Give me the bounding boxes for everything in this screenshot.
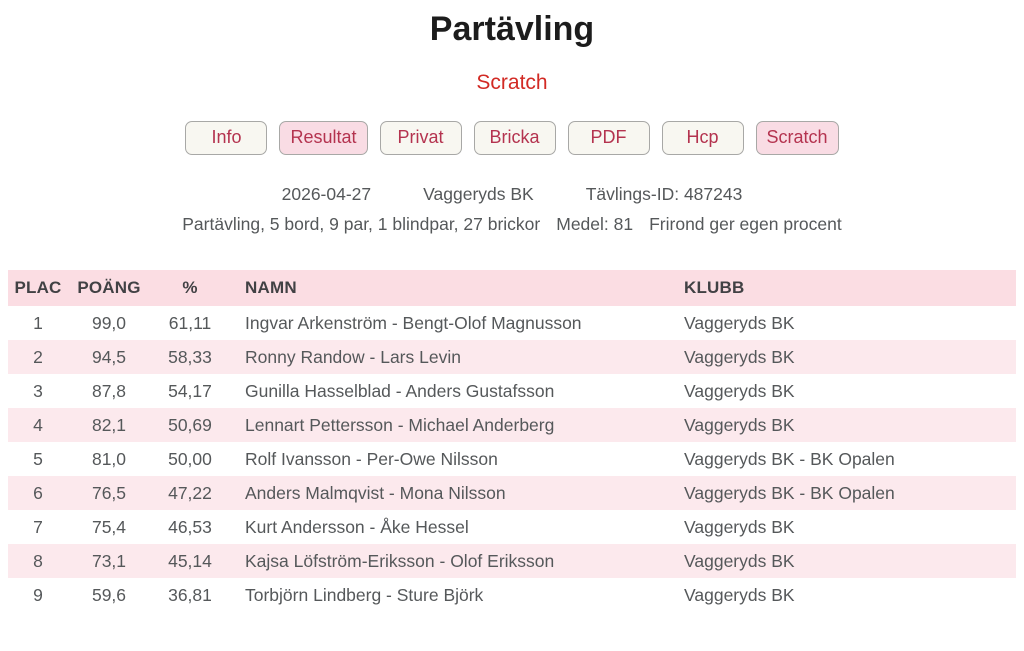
- cell-percent: 58,33: [168, 346, 212, 367]
- page-subtitle: Scratch: [476, 71, 548, 95]
- cell-names: Lennart Pettersson - Michael Anderberg: [245, 414, 555, 435]
- cell-club: Vaggeryds BK: [684, 380, 795, 401]
- cell-score: 99,0: [91, 312, 127, 333]
- cell-percent: 50,69: [168, 414, 212, 435]
- table-row: 8 73,1 45,14 Kajsa Löfström-Eriksson - O…: [8, 544, 1016, 579]
- cell-percent: 54,17: [168, 380, 212, 401]
- cell-score: 82,1: [91, 414, 127, 435]
- event-average: Medel: 81: [556, 214, 634, 235]
- col-header-club: KLUBB: [684, 270, 1016, 307]
- table-row: 2 94,5 58,33 Ronny Randow - Lars Levin V…: [8, 340, 1016, 375]
- table-row: 1 99,0 61,11 Ingvar Arkenström - Bengt-O…: [8, 306, 1016, 340]
- cell-names: Gunilla Hasselblad - Anders Gustafsson: [245, 380, 555, 401]
- cell-percent: 47,22: [168, 482, 212, 503]
- nav-button[interactable]: Scratch: [755, 121, 839, 156]
- cell-place: 5: [33, 448, 43, 469]
- table-row: 5 81,0 50,00 Rolf Ivansson - Per-Owe Nil…: [8, 442, 1016, 476]
- col-header-percent: %: [150, 270, 230, 307]
- cell-place: 6: [33, 482, 43, 503]
- cell-score: 75,4: [91, 516, 127, 537]
- cell-club: Vaggeryds BK: [684, 346, 795, 367]
- cell-club: Vaggeryds BK: [684, 312, 795, 333]
- col-header-place: PLAC: [8, 270, 68, 307]
- cell-place: 1: [33, 312, 43, 333]
- cell-names: Ingvar Arkenström - Bengt-Olof Magnusson: [245, 312, 582, 333]
- event-format: Partävling, 5 bord, 9 par, 1 blindpar, 2…: [182, 214, 541, 235]
- cell-score: 76,5: [91, 482, 127, 503]
- cell-score: 81,0: [91, 448, 127, 469]
- page-title: Partävling: [429, 10, 595, 48]
- cell-percent: 61,11: [168, 312, 212, 333]
- cell-names: Kajsa Löfström-Eriksson - Olof Eriksson: [245, 550, 555, 571]
- cell-club: Vaggeryds BK - BK Opalen: [684, 448, 895, 469]
- cell-names: Rolf Ivansson - Per-Owe Nilsson: [245, 448, 498, 469]
- table-row: 9 59,6 36,81 Torbjörn Lindberg - Sture B…: [8, 578, 1016, 612]
- nav-button[interactable]: Privat: [379, 121, 462, 156]
- cell-place: 2: [33, 346, 43, 367]
- table-row: 7 75,4 46,53 Kurt Andersson - Åke Hessel…: [8, 510, 1016, 544]
- cell-score: 94,5: [91, 346, 127, 367]
- nav-button[interactable]: Info: [185, 121, 268, 156]
- event-date: 2026-04-27: [281, 184, 372, 205]
- cell-names: Anders Malmqvist - Mona Nilsson: [245, 482, 506, 503]
- table-row: 3 87,8 54,17 Gunilla Hasselblad - Anders…: [8, 374, 1016, 408]
- cell-names: Ronny Randow - Lars Levin: [245, 346, 461, 367]
- cell-place: 3: [33, 380, 43, 401]
- nav-button-row: Info Resultat Privat Bricka PDF Hcp Scratch: [8, 121, 1016, 156]
- cell-club: Vaggeryds BK: [684, 584, 795, 605]
- cell-place: 4: [33, 414, 43, 435]
- results-table: PLAC POÄNG % NAMN KLUBB 1 99,0 61,11 Ing…: [8, 270, 1016, 612]
- event-club: Vaggeryds BK: [423, 184, 534, 205]
- nav-button[interactable]: Bricka: [473, 121, 556, 156]
- nav-button[interactable]: Hcp: [661, 121, 744, 156]
- cell-club: Vaggeryds BK: [684, 516, 795, 537]
- event-details-line: Partävling, 5 bord, 9 par, 1 blindpar, 2…: [8, 214, 1016, 235]
- table-header-row: PLAC POÄNG % NAMN KLUBB: [8, 270, 1016, 307]
- cell-percent: 46,53: [168, 516, 212, 537]
- cell-score: 73,1: [91, 550, 127, 571]
- nav-button[interactable]: Resultat: [279, 121, 368, 156]
- cell-percent: 36,81: [168, 584, 212, 605]
- cell-club: Vaggeryds BK: [684, 414, 795, 435]
- event-meta-line: 2026-04-27 Vaggeryds BK Tävlings-ID: 487…: [8, 184, 1016, 205]
- cell-names: Kurt Andersson - Åke Hessel: [245, 516, 469, 537]
- cell-names: Torbjörn Lindberg - Sture Björk: [245, 584, 484, 605]
- table-row: 4 82,1 50,69 Lennart Pettersson - Michae…: [8, 408, 1016, 443]
- event-note: Frirond ger egen procent: [649, 214, 842, 235]
- col-header-names: NAMN: [230, 270, 684, 307]
- cell-percent: 50,00: [168, 448, 212, 469]
- cell-club: Vaggeryds BK: [684, 550, 795, 571]
- col-header-score: POÄNG: [68, 270, 150, 307]
- cell-club: Vaggeryds BK - BK Opalen: [684, 482, 895, 503]
- cell-percent: 45,14: [168, 550, 212, 571]
- cell-score: 87,8: [91, 380, 127, 401]
- table-row: 6 76,5 47,22 Anders Malmqvist - Mona Nil…: [8, 476, 1016, 511]
- cell-place: 8: [33, 550, 43, 571]
- cell-place: 7: [33, 516, 43, 537]
- nav-button[interactable]: PDF: [567, 121, 650, 156]
- event-id: Tävlings-ID: 487243: [585, 184, 743, 205]
- results-page: Partävling Scratch Info Resultat Privat Bri…: [8, 8, 1016, 612]
- cell-place: 9: [33, 584, 43, 605]
- cell-score: 59,6: [91, 584, 127, 605]
